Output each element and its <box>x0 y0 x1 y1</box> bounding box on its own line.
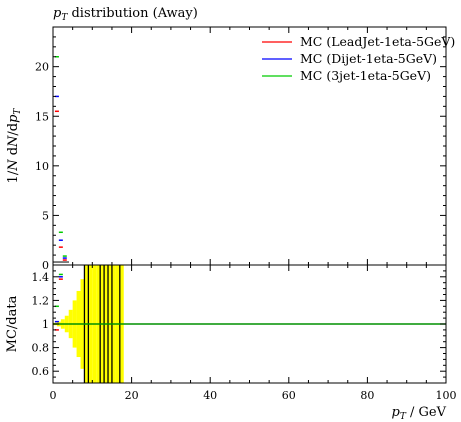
title-var: p <box>53 6 62 21</box>
title-rest: distribution (Away) <box>67 6 197 21</box>
main-plot-area <box>53 56 69 263</box>
y-tick-label-ratio: 0.8 <box>32 342 50 355</box>
y-axis-label-ratio: MC/data <box>5 295 20 352</box>
y-tick-label-main: 15 <box>35 110 49 123</box>
y-tick-label-main: 20 <box>35 61 49 74</box>
legend-label-1: MC (Dijet-1eta-5GeV) <box>300 51 437 66</box>
axis-ticks: 0 20 40 60 80 100 0 5 10 15 20 0.6 0.8 1 1.2 1.4 <box>32 27 457 402</box>
ylabel-main-d1: d <box>6 147 21 159</box>
ylabel-main-p: p <box>6 114 21 123</box>
ylabel-main-sub: T <box>13 108 23 115</box>
ratio-plot-area <box>53 265 446 383</box>
ylabel-main-pre: 1/ <box>6 170 21 183</box>
xlabel-var: p <box>392 405 401 420</box>
x-tick-label: 0 <box>50 389 57 402</box>
title-sub: T <box>61 13 68 23</box>
y-tick-label-main: 0 <box>42 259 49 272</box>
y-tick-label-ratio: 1.4 <box>32 271 50 284</box>
ylabel-main-slash: /d <box>6 123 21 136</box>
y-tick-label-main: 10 <box>35 160 49 173</box>
ylabel-main-N2: N <box>6 135 21 148</box>
x-tick-label: 100 <box>436 389 457 402</box>
x-tick-label: 40 <box>203 389 217 402</box>
legend-label-0: MC (LeadJet-1eta-5GeV) <box>300 34 455 49</box>
y-tick-label-ratio: 0.6 <box>32 365 50 378</box>
x-tick-label: 20 <box>125 389 139 402</box>
xlabel-sub: T <box>400 412 407 422</box>
legend: MC (LeadJet-1eta-5GeV) MC (Dijet-1eta-5Ge… <box>262 34 455 83</box>
y-tick-label-ratio: 1.2 <box>32 294 50 307</box>
ylabel-main-N: N <box>6 159 21 172</box>
y-tick-label-ratio: 1 <box>42 318 49 331</box>
x-tick-label: 80 <box>360 389 374 402</box>
x-axis-label: pT / GeV <box>392 405 447 422</box>
chart-title: pT distribution (Away) <box>53 6 198 23</box>
legend-label-2: MC (3jet-1eta-5GeV) <box>300 68 431 83</box>
x-tick-label: 60 <box>282 389 296 402</box>
y-tick-label-main: 5 <box>42 209 49 222</box>
y-axis-label-main: 1/N dN/dpT <box>6 108 23 184</box>
xlabel-rest: / GeV <box>406 405 447 420</box>
